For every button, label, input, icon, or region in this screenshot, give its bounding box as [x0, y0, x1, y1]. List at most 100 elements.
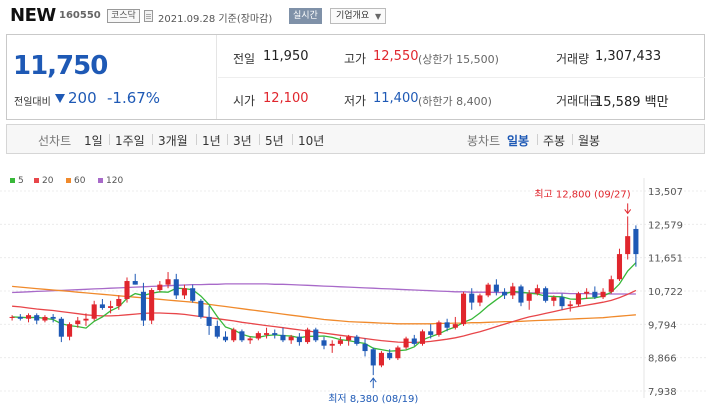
low-value: 11,400	[373, 91, 419, 106]
candle-body	[600, 291, 606, 298]
tab-line-4[interactable]: 3년	[233, 134, 252, 148]
candle-body	[534, 288, 540, 294]
amount-value: 15,589 백만	[595, 95, 669, 110]
candle-body	[518, 286, 524, 303]
y-tick-label: 9,794	[648, 320, 677, 331]
chart-tabs: 선차트 1일 1주일 3개월 1년 3년 5년 10년 봉차트 일봉 주봉 월봉	[6, 124, 705, 154]
min-price-label: 최저 8,380 (08/19)	[328, 393, 418, 404]
candle-body	[395, 347, 401, 359]
candle-body	[584, 291, 590, 294]
candle-body	[485, 284, 491, 296]
legend-label: 60	[74, 176, 86, 186]
candle-body	[337, 340, 343, 344]
candle-body	[116, 298, 122, 307]
candle-body	[25, 315, 32, 319]
tab-candle-0[interactable]: 일봉	[507, 134, 530, 148]
tab-line-6[interactable]: 10년	[298, 134, 325, 148]
candle-body	[231, 329, 237, 341]
max-arrow-head	[624, 209, 632, 215]
candle-chart-label: 봉차트	[467, 134, 501, 148]
current-price: 11,750	[13, 51, 108, 81]
candle-body	[551, 297, 557, 301]
legend-ma5: 5	[10, 176, 24, 186]
change-percent: -1.67%	[107, 89, 161, 107]
min-arrow-head	[369, 377, 377, 383]
candle-body	[272, 333, 278, 335]
stock-code: 160550	[59, 10, 101, 21]
y-tick-label: 7,938	[648, 387, 677, 398]
candle-body	[99, 304, 105, 308]
tab-candle-2[interactable]: 월봉	[578, 134, 601, 148]
open-cell: 시가 12,100	[233, 77, 343, 119]
y-tick-label: 12,579	[648, 220, 683, 231]
candle-body	[616, 254, 623, 280]
candle-body	[362, 343, 368, 352]
open-label: 시가	[233, 94, 256, 108]
tab-line-0[interactable]: 1일	[84, 134, 103, 148]
volume-cell: 거래량 1,307,433	[556, 35, 701, 77]
candle-body	[132, 281, 138, 285]
candle-body	[477, 295, 483, 303]
candle-body	[633, 228, 639, 255]
legend-swatch	[98, 178, 103, 183]
tab-line-5[interactable]: 5년	[265, 134, 284, 148]
market-badge: 코스닥	[107, 9, 140, 23]
line-chart-label: 선차트	[38, 134, 72, 148]
candle-body	[329, 343, 335, 346]
legend-swatch	[34, 178, 39, 183]
change-value: 200	[68, 89, 97, 107]
candle-body	[378, 352, 384, 366]
low-label: 저가	[344, 94, 367, 108]
candle-body	[58, 318, 64, 337]
candle-body	[255, 333, 261, 339]
amount-label: 거래대금	[556, 94, 601, 108]
lower-limit: (하한가 8,400)	[418, 95, 492, 108]
tab-separator	[109, 134, 110, 145]
candle-body	[526, 293, 532, 301]
candle-body	[280, 334, 286, 341]
realtime-button[interactable]: 실시간	[289, 8, 322, 24]
low-cell: 저가 11,400 (하한가 8,400)	[344, 77, 544, 119]
candle-body	[222, 336, 229, 341]
open-value: 12,100	[263, 91, 309, 106]
candle-body	[403, 338, 409, 348]
company-overview-dropdown[interactable]: 기업개요 ▼	[330, 8, 387, 24]
tab-line-2[interactable]: 3개월	[158, 134, 188, 148]
candle-body	[411, 338, 417, 344]
candle-body	[149, 290, 155, 321]
volume-label: 거래량	[556, 52, 590, 66]
candle-body	[469, 293, 475, 303]
ma120-line	[12, 283, 636, 295]
candle-body	[608, 279, 614, 292]
tab-separator	[259, 134, 260, 145]
max-price-label: 최고 12,800 (09/27)	[534, 188, 630, 200]
high-cell: 고가 12,550 (상한가 15,500)	[344, 35, 544, 77]
tab-line-3[interactable]: 1년	[202, 134, 221, 148]
legend-swatch	[66, 178, 71, 183]
candle-body	[17, 316, 23, 319]
legend-ma120: 120	[98, 176, 123, 186]
candle-body	[67, 324, 73, 337]
quote-summary: 11,750 전일대비 200 -1.67% 전일 11,950 고가 12,5…	[6, 34, 705, 120]
candle-body	[502, 291, 508, 296]
document-icon[interactable]	[144, 10, 153, 22]
company-overview-label: 기업개요	[336, 11, 370, 21]
candle-body	[567, 304, 573, 307]
candle-body	[387, 352, 393, 359]
change-label: 전일대비	[14, 97, 51, 108]
prev-close-label: 전일	[233, 52, 256, 66]
amount-cell: 거래대금 15,589 백만	[556, 77, 701, 119]
candle-body	[239, 331, 245, 341]
tab-separator	[292, 134, 293, 145]
candle-body	[460, 293, 467, 325]
legend-label: 120	[106, 176, 124, 186]
legend-ma60: 60	[66, 176, 85, 186]
candle-body	[625, 236, 631, 255]
candle-body	[157, 284, 163, 291]
tab-line-1[interactable]: 1주일	[115, 134, 145, 148]
candle-body	[124, 281, 130, 299]
high-value: 12,550	[373, 49, 419, 64]
legend-label: 20	[42, 176, 54, 186]
tab-candle-1[interactable]: 주봉	[543, 134, 566, 148]
candle-body	[321, 340, 327, 346]
